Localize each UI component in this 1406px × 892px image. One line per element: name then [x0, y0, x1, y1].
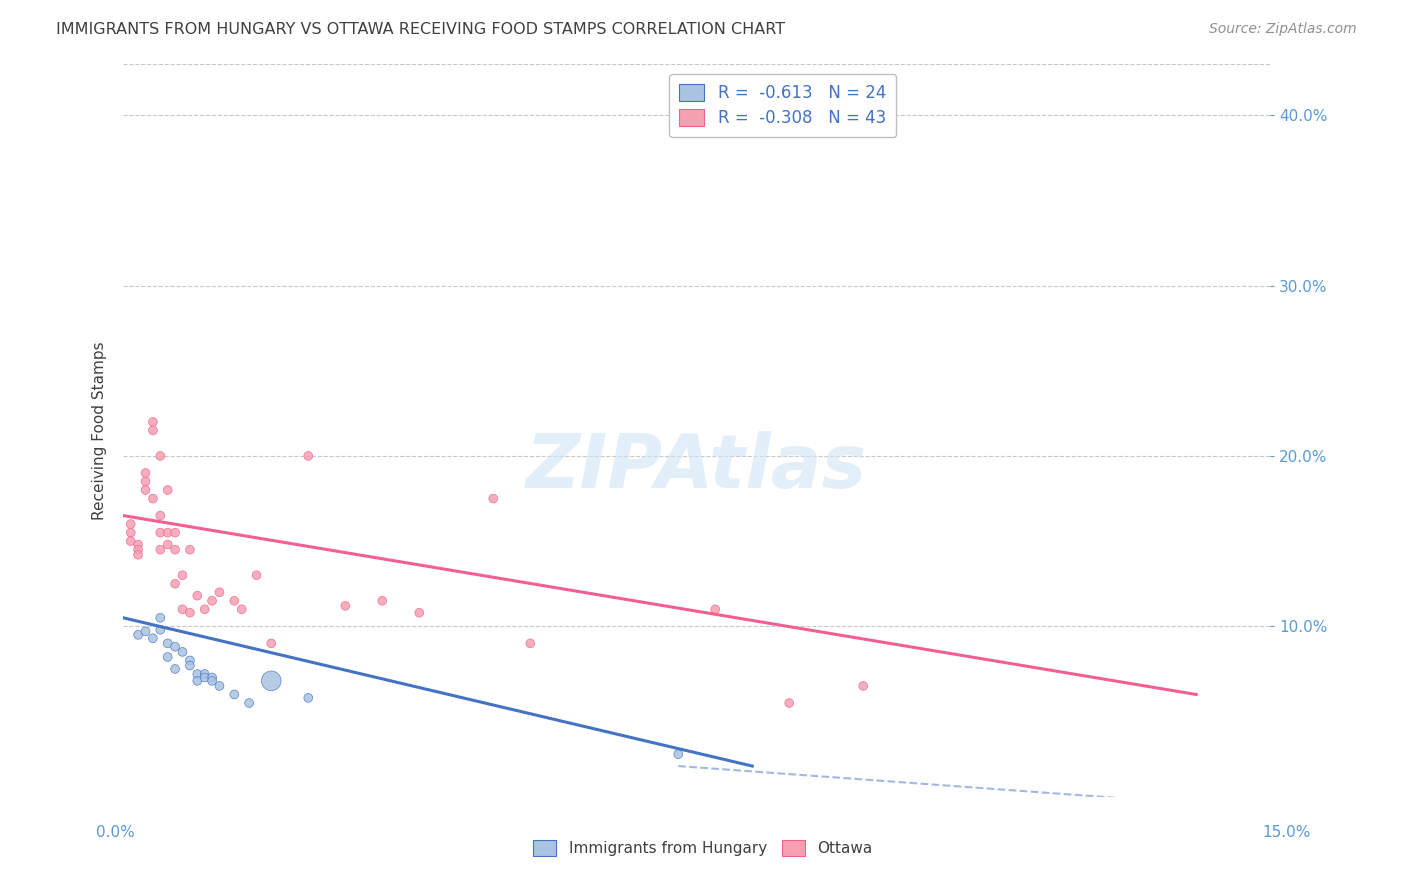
Point — [260, 636, 283, 650]
Text: Source: ZipAtlas.com: Source: ZipAtlas.com — [1209, 22, 1357, 37]
Point — [120, 517, 142, 532]
Point — [149, 508, 172, 523]
Point — [208, 679, 231, 693]
Point — [201, 673, 224, 688]
Point — [156, 650, 179, 665]
Point — [165, 542, 187, 557]
Point — [194, 602, 217, 616]
Point — [186, 667, 208, 681]
Point — [666, 747, 689, 761]
Point — [127, 548, 149, 562]
Legend: R =  -0.613   N = 24, R =  -0.308   N = 43: R = -0.613 N = 24, R = -0.308 N = 43 — [669, 74, 896, 136]
Point — [134, 483, 156, 497]
Point — [149, 623, 172, 637]
Point — [156, 636, 179, 650]
Point — [231, 602, 253, 616]
Y-axis label: Receiving Food Stamps: Receiving Food Stamps — [93, 341, 107, 520]
Text: 15.0%: 15.0% — [1263, 825, 1310, 839]
Point — [156, 537, 179, 551]
Point — [149, 525, 172, 540]
Point — [172, 602, 194, 616]
Point — [186, 589, 208, 603]
Point — [194, 667, 217, 681]
Point — [179, 606, 201, 620]
Point — [297, 449, 319, 463]
Point — [165, 640, 187, 654]
Point — [149, 449, 172, 463]
Point — [127, 537, 149, 551]
Point — [224, 688, 246, 702]
Point — [208, 585, 231, 599]
Text: IMMIGRANTS FROM HUNGARY VS OTTAWA RECEIVING FOOD STAMPS CORRELATION CHART: IMMIGRANTS FROM HUNGARY VS OTTAWA RECEIV… — [56, 22, 786, 37]
Point — [201, 670, 224, 684]
Point — [120, 534, 142, 549]
Point — [142, 632, 165, 646]
Point — [120, 525, 142, 540]
Point — [482, 491, 505, 506]
Point — [149, 611, 172, 625]
Point — [156, 525, 179, 540]
Point — [179, 653, 201, 667]
Point — [186, 673, 208, 688]
Point — [165, 576, 187, 591]
Point — [371, 594, 394, 608]
Point — [142, 415, 165, 429]
Point — [519, 636, 541, 650]
Point — [704, 602, 727, 616]
Point — [778, 696, 800, 710]
Point — [201, 594, 224, 608]
Point — [127, 628, 149, 642]
Point — [134, 466, 156, 480]
Text: ZIPAtlas: ZIPAtlas — [526, 431, 868, 503]
Point — [408, 606, 430, 620]
Point — [179, 658, 201, 673]
Point — [194, 670, 217, 684]
Point — [142, 491, 165, 506]
Point — [156, 483, 179, 497]
Text: 0.0%: 0.0% — [96, 825, 135, 839]
Point — [245, 568, 267, 582]
Point — [165, 525, 187, 540]
Point — [224, 594, 246, 608]
Point — [179, 542, 201, 557]
Point — [142, 424, 165, 438]
Point — [335, 599, 357, 613]
Legend: Immigrants from Hungary, Ottawa: Immigrants from Hungary, Ottawa — [527, 834, 879, 862]
Point — [172, 645, 194, 659]
Point — [297, 690, 319, 705]
Point — [127, 542, 149, 557]
Point — [260, 673, 283, 688]
Point — [238, 696, 260, 710]
Point — [149, 542, 172, 557]
Point — [165, 662, 187, 676]
Point — [134, 624, 156, 639]
Point — [134, 475, 156, 489]
Point — [172, 568, 194, 582]
Point — [852, 679, 875, 693]
